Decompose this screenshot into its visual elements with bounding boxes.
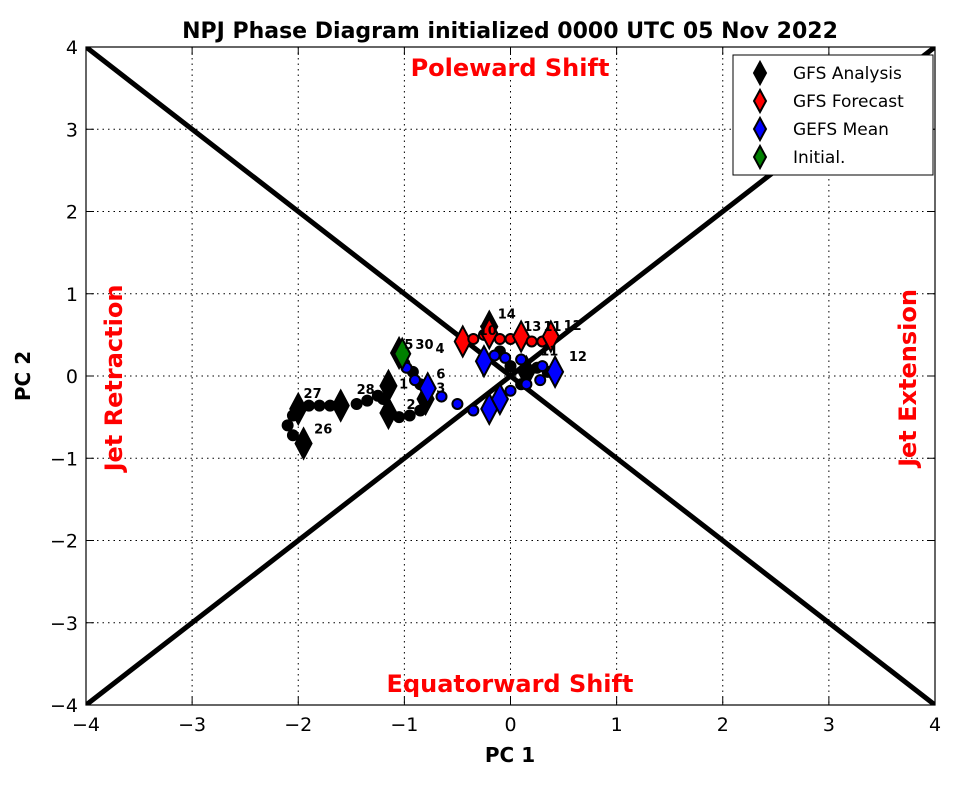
point-label: 30 — [415, 338, 433, 353]
data-point-diamond — [545, 354, 565, 390]
point-label: 12 — [569, 350, 587, 365]
data-point-diamond — [480, 316, 499, 351]
legend: GFS Analysis GFS Forecast GEFS Mean Initial… — [732, 54, 934, 176]
data-point — [525, 335, 538, 348]
point-label: 11 — [543, 320, 561, 335]
x-tick-label: 3 — [823, 714, 835, 736]
data-point-diamond — [393, 336, 412, 371]
y-axis-label: PC 2 — [11, 351, 35, 401]
data-point — [499, 351, 512, 364]
data-point — [403, 409, 416, 422]
point-label: 1 — [399, 377, 408, 392]
point-label: 2 — [406, 398, 415, 413]
point-label: 3 — [436, 381, 445, 396]
data-point — [520, 378, 533, 391]
region-label-left: Jet Retraction — [100, 285, 128, 474]
x-tick-label: 1 — [611, 714, 623, 736]
data-point — [408, 374, 421, 387]
y-tick-label: 0 — [66, 366, 78, 388]
point-label: 10 — [479, 324, 497, 339]
legend-marker — [752, 87, 768, 115]
legend-label: Initial. — [793, 148, 845, 168]
region-label-bottom: Equatorward Shift — [387, 670, 634, 698]
y-tick-label: 4 — [66, 37, 78, 59]
y-tick-label: −1 — [50, 448, 78, 470]
data-point — [536, 360, 549, 373]
data-point — [515, 353, 528, 366]
x-tick-label: −4 — [72, 714, 100, 736]
data-point — [393, 411, 406, 424]
legend-label: GFS Forecast — [793, 92, 904, 112]
data-point-diamond — [379, 395, 398, 431]
data-point — [504, 384, 517, 397]
y-tick-label: 2 — [66, 202, 78, 224]
data-point — [504, 360, 517, 373]
data-point-diamond — [294, 426, 313, 461]
point-label: 27 — [304, 387, 322, 402]
y-tick-label: −4 — [50, 695, 78, 717]
data-point-diamond — [511, 319, 531, 354]
data-point-diamond — [331, 388, 350, 423]
point-label: 5 — [404, 338, 413, 353]
y-tick-label: −2 — [50, 531, 78, 553]
point-label: 6 — [436, 367, 445, 382]
data-point — [451, 397, 464, 410]
data-point — [467, 332, 480, 345]
y-tick-label: −3 — [50, 613, 78, 635]
y-tick-label: 1 — [66, 284, 78, 306]
data-point — [488, 349, 501, 362]
x-tick-label: 2 — [717, 714, 729, 736]
x-axis-label: PC 1 — [485, 743, 535, 767]
legend-marker — [752, 59, 768, 87]
x-tick-label: 4 — [929, 714, 941, 736]
x-tick-label: −3 — [178, 714, 206, 736]
x-tick-label: −1 — [390, 714, 418, 736]
x-tick-label: −2 — [284, 714, 312, 736]
legend-label: GFS Analysis — [793, 64, 902, 84]
legend-label: GEFS Mean — [793, 120, 889, 140]
series-gefs-mean — [396, 344, 565, 427]
region-label-right: Jet Extension — [894, 289, 922, 469]
data-point — [534, 374, 547, 387]
series-initial- — [393, 336, 412, 371]
data-point-diamond — [418, 371, 437, 406]
data-point-diamond — [490, 381, 510, 417]
data-point — [286, 429, 299, 442]
legend-marker — [752, 143, 768, 171]
data-point — [350, 397, 363, 410]
point-label: 14 — [498, 307, 516, 322]
point-label: 11 — [540, 344, 558, 359]
point-label: 28 — [357, 383, 375, 398]
point-label: 12 — [564, 319, 582, 334]
point-label: 13 — [523, 320, 541, 335]
y-tick-label: 3 — [66, 119, 78, 141]
data-marks — [281, 309, 565, 461]
data-point — [361, 394, 374, 407]
data-point — [467, 404, 480, 417]
data-point — [281, 419, 294, 432]
point-label: 26 — [314, 423, 332, 438]
point-label: 4 — [436, 342, 445, 357]
chart-title: NPJ Phase Diagram initialized 0000 UTC 0… — [182, 19, 838, 44]
region-label-top: Poleward Shift — [411, 54, 610, 82]
legend-marker — [752, 115, 768, 143]
data-point — [435, 390, 448, 403]
data-point-diamond — [541, 319, 560, 354]
series-gfs-forecast — [453, 316, 560, 359]
x-tick-label: 0 — [504, 714, 516, 736]
